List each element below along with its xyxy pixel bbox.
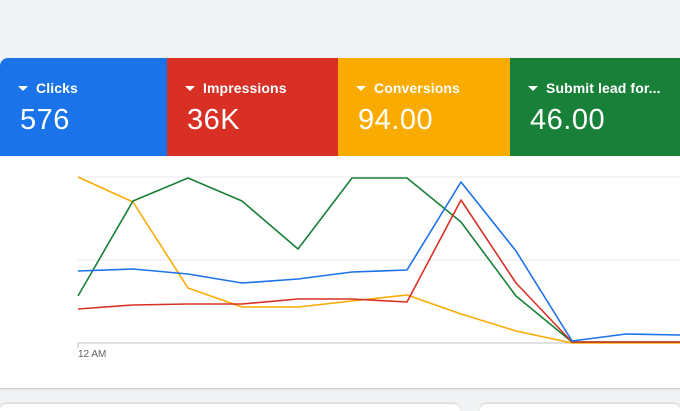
- scorecard-value: 36K: [187, 104, 241, 136]
- scorecard-value: 576: [20, 104, 70, 136]
- dropdown-caret-icon[interactable]: [356, 85, 366, 91]
- dropdown-caret-icon[interactable]: [18, 85, 28, 91]
- next-card-edge: [0, 404, 680, 411]
- scorecard-impressions[interactable]: Impressions 36K: [167, 58, 338, 156]
- performance-card: Clicks 576 Impressions 36K Conversions 9…: [0, 58, 680, 388]
- scorecard-label: Impressions: [203, 80, 287, 96]
- dropdown-caret-icon[interactable]: [185, 85, 195, 91]
- chart-plot: [77, 176, 680, 348]
- performance-chart: 12 AM: [0, 156, 680, 388]
- scorecard-value: 94.00: [358, 104, 434, 136]
- scorecard-label: Conversions: [374, 80, 460, 96]
- series-line-impressions: [77, 199, 680, 343]
- scorecard-clicks[interactable]: Clicks 576: [0, 58, 167, 156]
- series-line-clicks: [77, 181, 680, 342]
- x-axis-label: 12 AM: [78, 349, 107, 360]
- scorecard-label: Submit lead for...: [546, 80, 661, 96]
- scorecard-label: Clicks: [36, 80, 78, 96]
- scorecard-row: Clicks 576 Impressions 36K Conversions 9…: [0, 58, 680, 156]
- dropdown-caret-icon[interactable]: [528, 85, 538, 91]
- scorecard-submit-lead[interactable]: Submit lead for... 46.00: [510, 58, 680, 156]
- scorecard-value: 46.00: [530, 104, 606, 136]
- scorecard-conversions[interactable]: Conversions 94.00: [338, 58, 510, 156]
